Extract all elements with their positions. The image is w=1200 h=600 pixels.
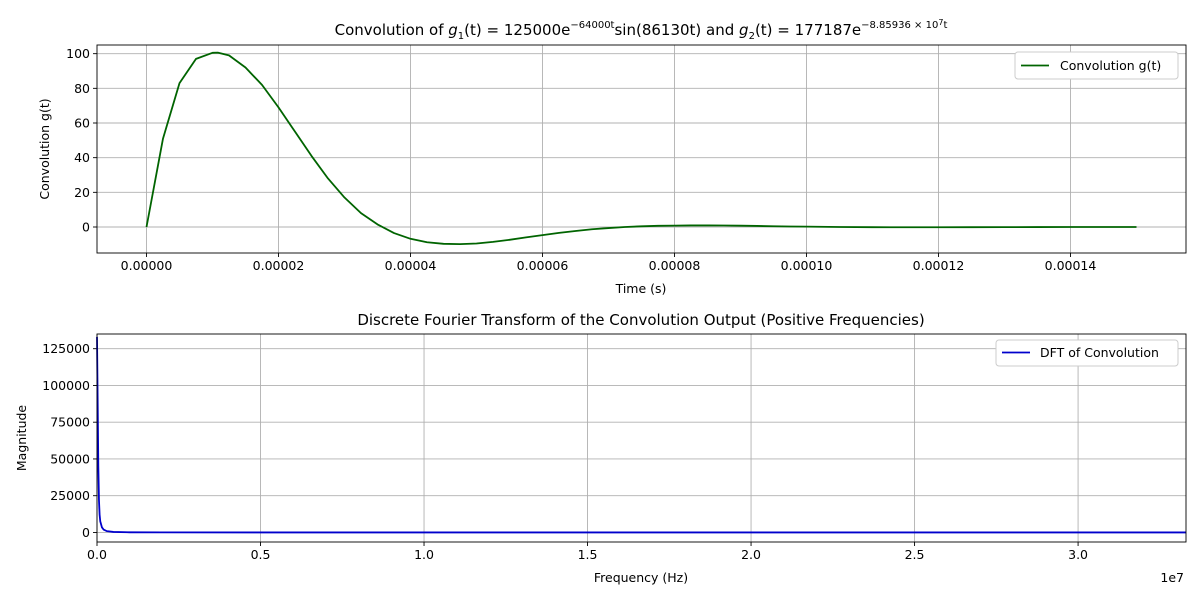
x-tick-label: 1.0 bbox=[414, 547, 434, 562]
x-tick-label: 0.00004 bbox=[385, 258, 437, 273]
y-tick-label: 0 bbox=[82, 525, 90, 540]
y-axis-label: Magnitude bbox=[14, 405, 29, 472]
convolution-chart: Convolution of g1(t) = 125000e−64000tsin… bbox=[37, 18, 1187, 296]
y-tick-label: 0 bbox=[82, 220, 90, 235]
x-tick-label: 0.0 bbox=[87, 547, 107, 562]
legend-label: DFT of Convolution bbox=[1040, 345, 1159, 360]
x-tick-label: 0.00000 bbox=[121, 258, 173, 273]
x-tick-label: 0.00008 bbox=[649, 258, 701, 273]
y-tick-label: 50000 bbox=[50, 451, 90, 466]
legend: Convolution g(t) bbox=[1014, 51, 1179, 80]
series-line bbox=[145, 51, 1137, 246]
x-tick-label: 0.5 bbox=[251, 547, 271, 562]
legend-label: Convolution g(t) bbox=[1060, 58, 1161, 73]
y-tick-label: 25000 bbox=[50, 488, 90, 503]
y-tick-label: 100 bbox=[66, 46, 90, 61]
y-tick-label: 80 bbox=[74, 81, 90, 96]
y-tick-label: 125000 bbox=[42, 341, 90, 356]
x-tick-label: 0.00006 bbox=[517, 258, 569, 273]
y-tick-label: 100000 bbox=[42, 378, 90, 393]
y-tick-label: 75000 bbox=[50, 415, 90, 430]
y-tick-label: 60 bbox=[74, 116, 90, 131]
dft-chart: Discrete Fourier Transform of the Convol… bbox=[14, 311, 1187, 585]
x-tick-label: 3.0 bbox=[1068, 547, 1088, 562]
chart-title: Discrete Fourier Transform of the Convol… bbox=[357, 311, 924, 329]
series-line bbox=[96, 336, 1186, 534]
x-tick-label: 2.5 bbox=[905, 547, 925, 562]
plot-frame bbox=[96, 333, 1187, 543]
y-axis-label: Convolution g(t) bbox=[37, 98, 52, 199]
y-tick-label: 40 bbox=[74, 150, 90, 165]
x-axis-label: Frequency (Hz) bbox=[594, 570, 688, 585]
x-axis-label: Time (s) bbox=[615, 281, 667, 296]
legend: DFT of Convolution bbox=[995, 339, 1179, 367]
x-tick-label: 0.00002 bbox=[253, 258, 305, 273]
plot-frame bbox=[96, 44, 1187, 254]
x-tick-label: 2.0 bbox=[741, 547, 761, 562]
chart-title: Convolution of g1(t) = 125000e−64000tsin… bbox=[335, 18, 948, 42]
x-tick-label: 0.00014 bbox=[1045, 258, 1097, 273]
x-tick-label: 0.00010 bbox=[781, 258, 833, 273]
x-tick-label: 1.5 bbox=[578, 547, 598, 562]
x-axis-offset-label: 1e7 bbox=[1160, 570, 1184, 585]
x-tick-label: 0.00012 bbox=[913, 258, 965, 273]
y-tick-label: 20 bbox=[74, 185, 90, 200]
